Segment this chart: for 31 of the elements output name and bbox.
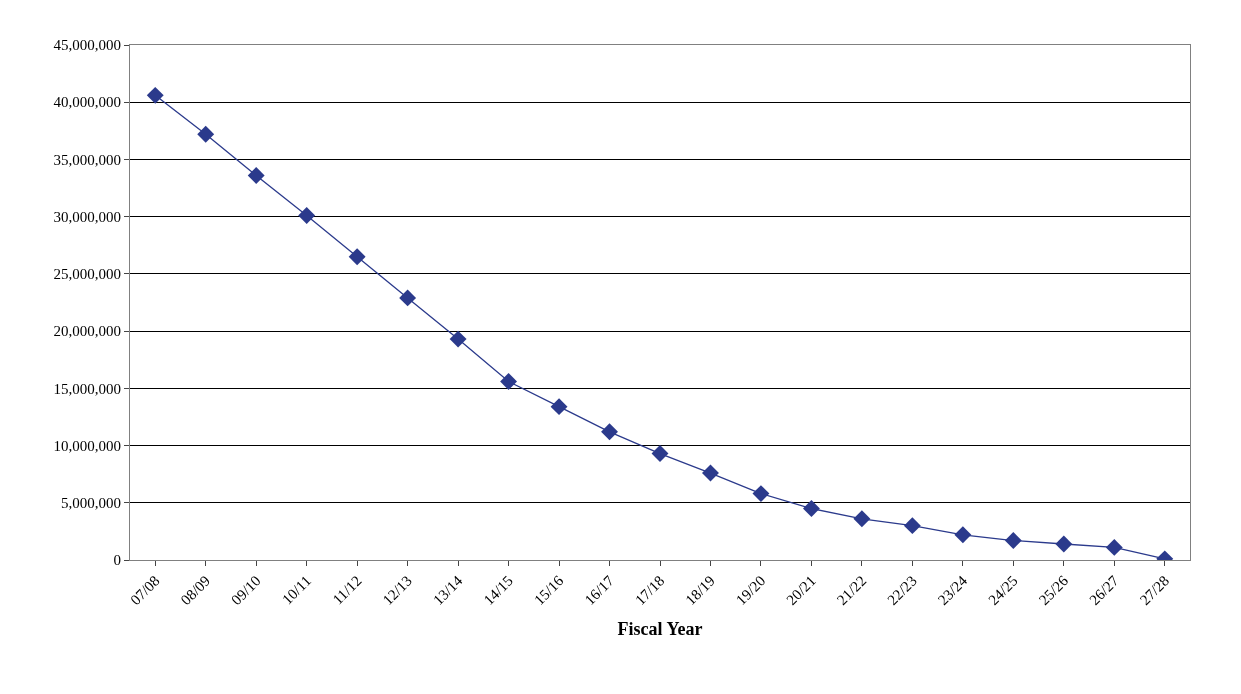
y-tick-label: 10,000,000 xyxy=(53,437,121,454)
point xyxy=(146,86,164,104)
y-tick-label: 30,000,000 xyxy=(53,208,121,225)
point xyxy=(802,500,820,517)
point xyxy=(954,526,972,544)
point xyxy=(197,125,215,143)
point xyxy=(348,248,366,266)
point xyxy=(601,423,618,441)
y-tick-label: 20,000,000 xyxy=(53,323,121,340)
y-tick-label: 0 xyxy=(113,552,121,569)
point xyxy=(903,517,921,535)
point xyxy=(853,510,871,528)
point xyxy=(1004,532,1022,549)
point xyxy=(702,464,719,482)
point xyxy=(247,167,265,184)
x-axis-title: Fiscal Year xyxy=(617,619,703,640)
y-tick-label: 5,000,000 xyxy=(61,495,121,512)
y-tick-label: 35,000,000 xyxy=(53,151,121,168)
point xyxy=(550,398,568,416)
point xyxy=(752,485,770,503)
point xyxy=(1055,535,1073,553)
point xyxy=(399,289,417,307)
y-tick-label: 45,000,000 xyxy=(53,37,121,54)
y-tick-label: 25,000,000 xyxy=(53,266,121,283)
point xyxy=(1105,538,1123,556)
point xyxy=(500,373,518,390)
point xyxy=(651,445,669,463)
point xyxy=(449,330,467,348)
point xyxy=(298,207,316,224)
y-tick-label: 40,000,000 xyxy=(53,94,121,111)
y-tick-label: 15,000,000 xyxy=(53,380,121,397)
